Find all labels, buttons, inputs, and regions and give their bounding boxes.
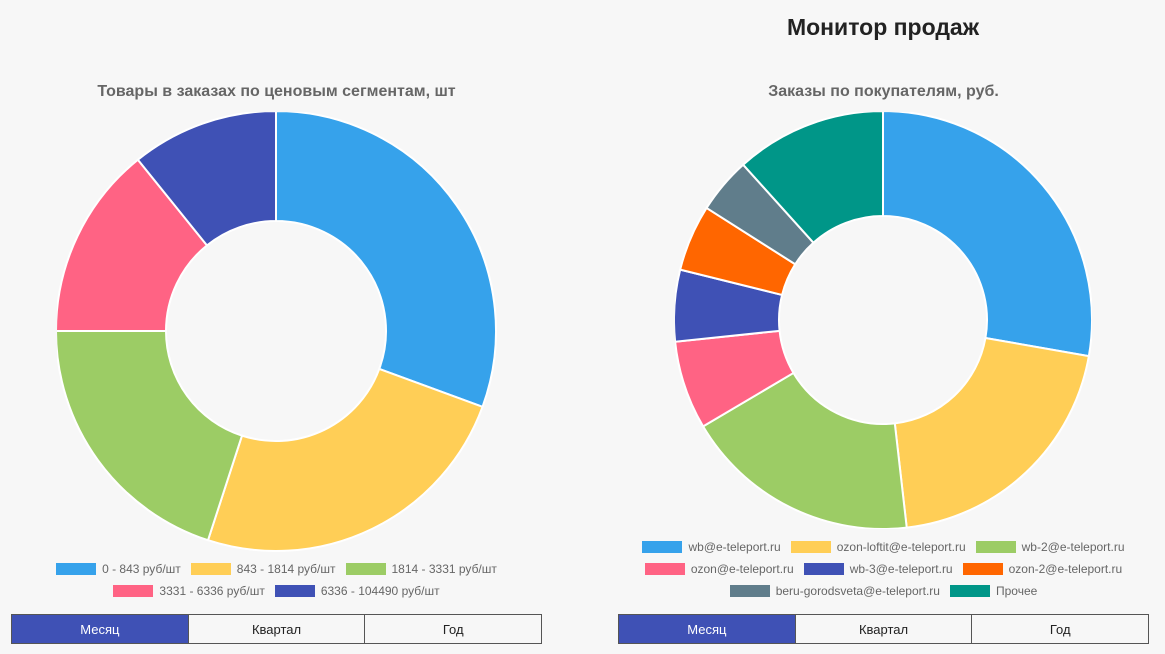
legend-label: 1814 - 3331 руб/шт <box>391 562 497 576</box>
right-tab-month[interactable]: Месяц <box>619 615 796 643</box>
legend-item[interactable]: 3331 - 6336 руб/шт <box>113 584 265 598</box>
legend-label: wb-3@e-teleport.ru <box>849 562 953 576</box>
left-tab-month[interactable]: Месяц <box>12 615 189 643</box>
legend-swatch <box>803 563 844 575</box>
legend-label: 3331 - 6336 руб/шт <box>159 584 265 598</box>
legend-swatch <box>975 541 1016 553</box>
legend-row: 3331 - 6336 руб/шт 6336 - 104490 руб/шт <box>11 580 542 602</box>
left-period-tabs: Месяц Квартал Год <box>11 614 542 644</box>
right-tab-year[interactable]: Год <box>1049 621 1071 637</box>
legend-label: wb-2@e-teleport.ru <box>1021 540 1125 554</box>
legend-label: 843 - 1814 руб/шт <box>236 562 336 576</box>
legend-row: ozon@e-teleport.ru wb-3@e-teleport.ru ozon… <box>618 558 1149 580</box>
legend-item[interactable]: 843 - 1814 руб/шт <box>190 562 336 576</box>
legend-item[interactable]: wb@e-teleport.ru <box>642 540 781 554</box>
left-tab-year[interactable]: Год <box>442 621 464 637</box>
donut-slice-843-1814[interactable] <box>206 367 484 552</box>
legend-swatch <box>274 585 315 597</box>
legend-row: 0 - 843 руб/шт 843 - 1814 руб/шт 1814 - 33… <box>11 558 542 580</box>
donut-slice-1814-3331[interactable] <box>57 330 244 542</box>
legend-swatch <box>949 585 990 597</box>
right-period-tabs: Месяц Квартал Год <box>618 614 1149 644</box>
legend-row: wb@e-teleport.ru ozon-loftit@e-teleport.r… <box>618 536 1149 558</box>
donut-slice-segment-7[interactable] <box>741 112 884 245</box>
legend-label: ozon-2@e-teleport.ru <box>1008 562 1123 576</box>
legend-row: beru-gorodsveta@e-teleport.ru Прочее <box>618 580 1149 602</box>
chart-title-price-segments: Товары в заказах по ценовым сегментам, ш… <box>97 83 456 100</box>
legend-swatch <box>962 563 1003 575</box>
buyers-legend: wb@e-teleport.ru ozon-loftit@e-teleport.r… <box>618 536 1149 602</box>
legend-label: beru-gorodsveta@e-teleport.ru <box>775 584 940 598</box>
legend-label: 0 - 843 руб/шт <box>102 562 181 576</box>
legend-item[interactable]: ozon-loftit@e-teleport.ru <box>790 540 966 554</box>
page-title: Монитор продаж <box>786 14 980 40</box>
legend-label: wb@e-teleport.ru <box>688 540 781 554</box>
legend-swatch <box>113 585 154 597</box>
legend-label: ozon@e-teleport.ru <box>690 562 794 576</box>
legend-swatch <box>190 563 231 575</box>
legend-item[interactable]: ozon@e-teleport.ru <box>644 562 794 576</box>
left-tab-quarter[interactable]: Квартал <box>189 615 366 643</box>
legend-label: 6336 - 104490 руб/шт <box>320 584 440 598</box>
legend-swatch <box>644 563 685 575</box>
chart-title-buyers: Заказы по покупателям, руб. <box>768 83 999 100</box>
legend-item[interactable]: wb-3@e-teleport.ru <box>803 562 953 576</box>
legend-swatch <box>729 585 770 597</box>
price-segments-legend: 0 - 843 руб/шт 843 - 1814 руб/шт 1814 - 33… <box>11 558 542 602</box>
legend-swatch <box>56 563 97 575</box>
price-segments-donut-chart <box>57 112 497 552</box>
legend-item[interactable]: 6336 - 104490 руб/шт <box>274 584 440 598</box>
legend-item[interactable]: 1814 - 3331 руб/шт <box>345 562 497 576</box>
legend-item[interactable]: Прочее <box>949 584 1038 598</box>
legend-item[interactable]: wb-2@e-teleport.ru <box>975 540 1125 554</box>
legend-label: ozon-loftit@e-teleport.ru <box>836 540 966 554</box>
buyers-donut-chart <box>675 112 1092 529</box>
right-tab-quarter[interactable]: Квартал <box>796 615 973 643</box>
legend-swatch <box>790 541 831 553</box>
legend-swatch <box>642 541 683 553</box>
legend-item[interactable]: beru-gorodsveta@e-teleport.ru <box>729 584 940 598</box>
donut-slice-wb-e-teleport-ru[interactable] <box>882 112 1092 358</box>
legend-item[interactable]: 0 - 843 руб/шт <box>56 562 181 576</box>
legend-label: Прочее <box>995 584 1038 598</box>
donut-slice-0-843[interactable] <box>275 112 497 409</box>
donut-slice-wb-2-e-teleport-ru[interactable] <box>701 371 908 529</box>
donut-slice-6336-104490[interactable] <box>136 112 277 247</box>
donut-slice-ozon-loftit-e-teleport-ru[interactable] <box>893 336 1091 529</box>
legend-item[interactable]: ozon-2@e-teleport.ru <box>962 562 1123 576</box>
legend-swatch <box>345 563 386 575</box>
